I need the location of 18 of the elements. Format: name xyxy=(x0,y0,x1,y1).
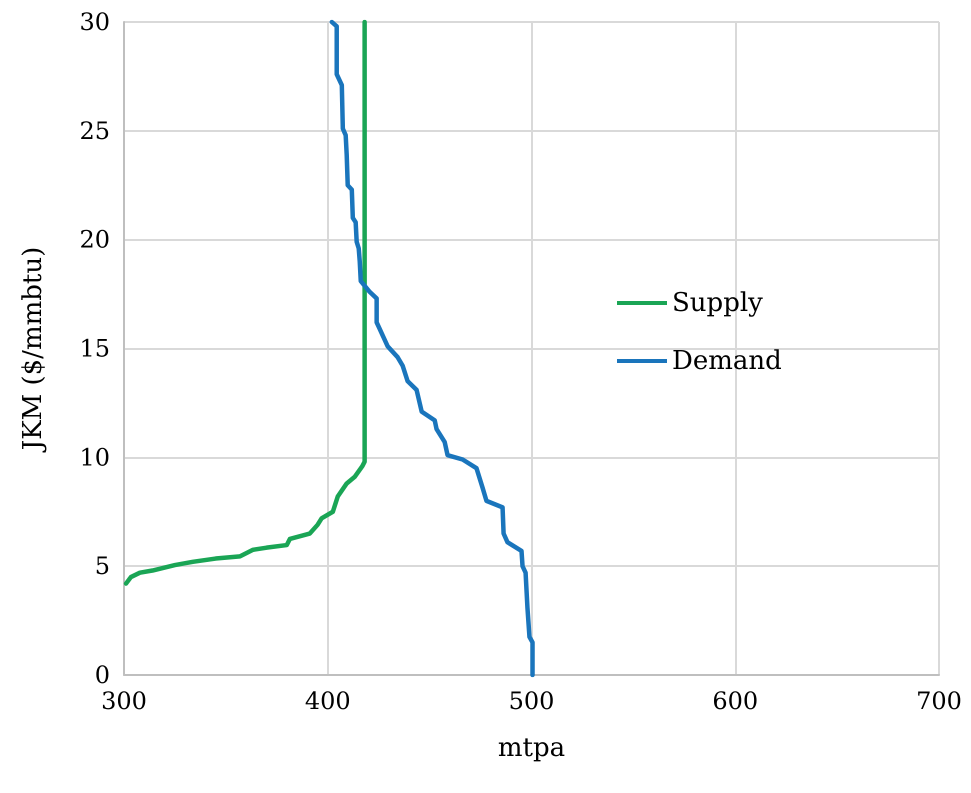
y-axis-title: JKM ($/mmbtu) xyxy=(18,246,48,454)
x-tick-label: 600 xyxy=(712,687,758,715)
y-tick-label: 30 xyxy=(79,8,110,36)
y-tick-label: 10 xyxy=(79,443,110,472)
y-tick-label: 20 xyxy=(79,226,110,254)
line-series xyxy=(330,20,535,678)
legend-label: Demand xyxy=(672,346,782,376)
line-series xyxy=(124,20,367,586)
legend-label: Supply xyxy=(672,288,764,318)
y-tick-label: 25 xyxy=(79,116,110,145)
x-tick-label: 700 xyxy=(916,687,962,715)
x-tick-label: 300 xyxy=(101,687,147,715)
y-tick-label: 15 xyxy=(79,334,110,362)
x-axis-title: mtpa xyxy=(498,733,566,763)
y-tick-label: 0 xyxy=(94,661,110,689)
x-tick-label: 400 xyxy=(304,687,351,715)
x-tick-label: 500 xyxy=(508,687,554,715)
y-tick-label: 5 xyxy=(94,552,110,580)
